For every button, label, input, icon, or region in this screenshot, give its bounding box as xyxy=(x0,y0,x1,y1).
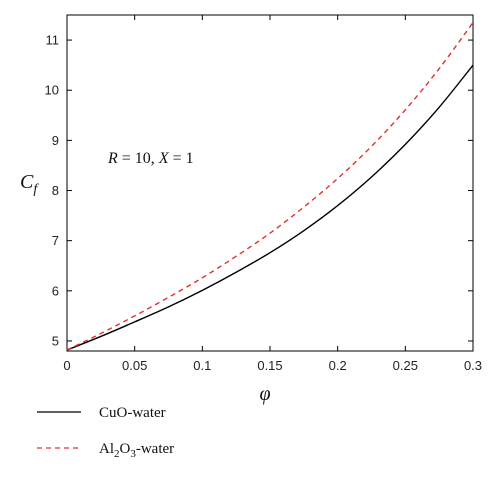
series-layer xyxy=(66,22,474,351)
plot-frame xyxy=(66,14,474,352)
x-tick-label: 0.25 xyxy=(393,358,418,373)
legend: CuO-water Al2O3-water xyxy=(37,405,174,460)
y-tick-label: 9 xyxy=(52,133,59,148)
ticks xyxy=(66,15,474,351)
y-tick-label: 7 xyxy=(52,233,59,248)
tick-labels: 0 0.05 0.1 0.15 0.2 0.25 0.3 5 6 7 8 9 10 11 xyxy=(45,33,483,373)
y-tick-label: 8 xyxy=(52,183,59,198)
y-tick-label: 6 xyxy=(52,283,59,298)
annotation: R = 10, X = 1 xyxy=(107,150,194,167)
y-tick-label: 11 xyxy=(46,33,60,48)
y-tick-label: 10 xyxy=(45,83,59,98)
legend-label-cuo: CuO-water xyxy=(99,405,166,421)
series-line-al2o3-water xyxy=(66,22,474,351)
y-tick-label: 5 xyxy=(52,333,59,348)
x-tick-label: 0.3 xyxy=(464,358,482,373)
x-tick-label: 0.05 xyxy=(122,358,147,373)
x-tick-label: 0 xyxy=(63,358,70,373)
x-tick-label: 0.1 xyxy=(193,358,211,373)
x-tick-label: 0.2 xyxy=(329,358,347,373)
x-axis-label: φ xyxy=(259,383,270,405)
legend-label-al2o3: Al2O3-water xyxy=(99,441,174,460)
series-line-cuo-water xyxy=(66,64,474,351)
y-axis-label: Cf xyxy=(20,171,39,197)
x-tick-label: 0.15 xyxy=(257,358,282,373)
